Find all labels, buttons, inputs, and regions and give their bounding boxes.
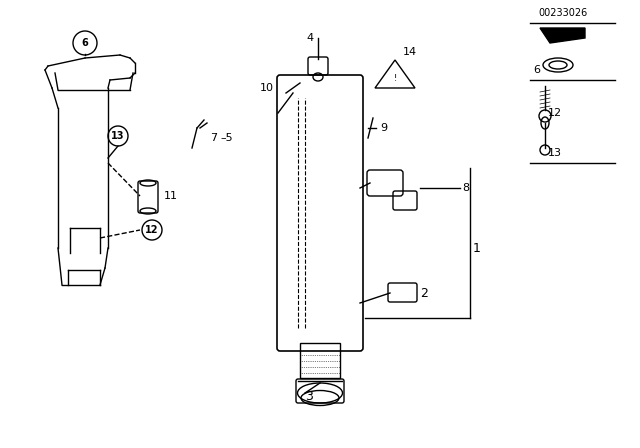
Text: !: ! (394, 73, 397, 82)
Polygon shape (540, 28, 585, 43)
Text: 10: 10 (260, 83, 274, 93)
Text: 7: 7 (210, 133, 217, 143)
Text: 13: 13 (111, 131, 125, 141)
Text: 6: 6 (533, 65, 540, 75)
Text: 13: 13 (548, 148, 562, 158)
Text: –5: –5 (220, 133, 232, 143)
Text: 3: 3 (305, 389, 313, 402)
Text: 12: 12 (548, 108, 562, 118)
Text: 1: 1 (473, 241, 481, 254)
Text: 8: 8 (462, 183, 469, 193)
Text: 11: 11 (164, 191, 178, 201)
Text: 4: 4 (306, 33, 313, 43)
Text: 00233026: 00233026 (538, 8, 588, 18)
Text: 14: 14 (403, 47, 417, 57)
Text: 2: 2 (420, 287, 428, 300)
Text: 6: 6 (82, 38, 88, 48)
Text: 12: 12 (145, 225, 159, 235)
Text: 9: 9 (380, 123, 387, 133)
Bar (300, 343, 340, 378)
